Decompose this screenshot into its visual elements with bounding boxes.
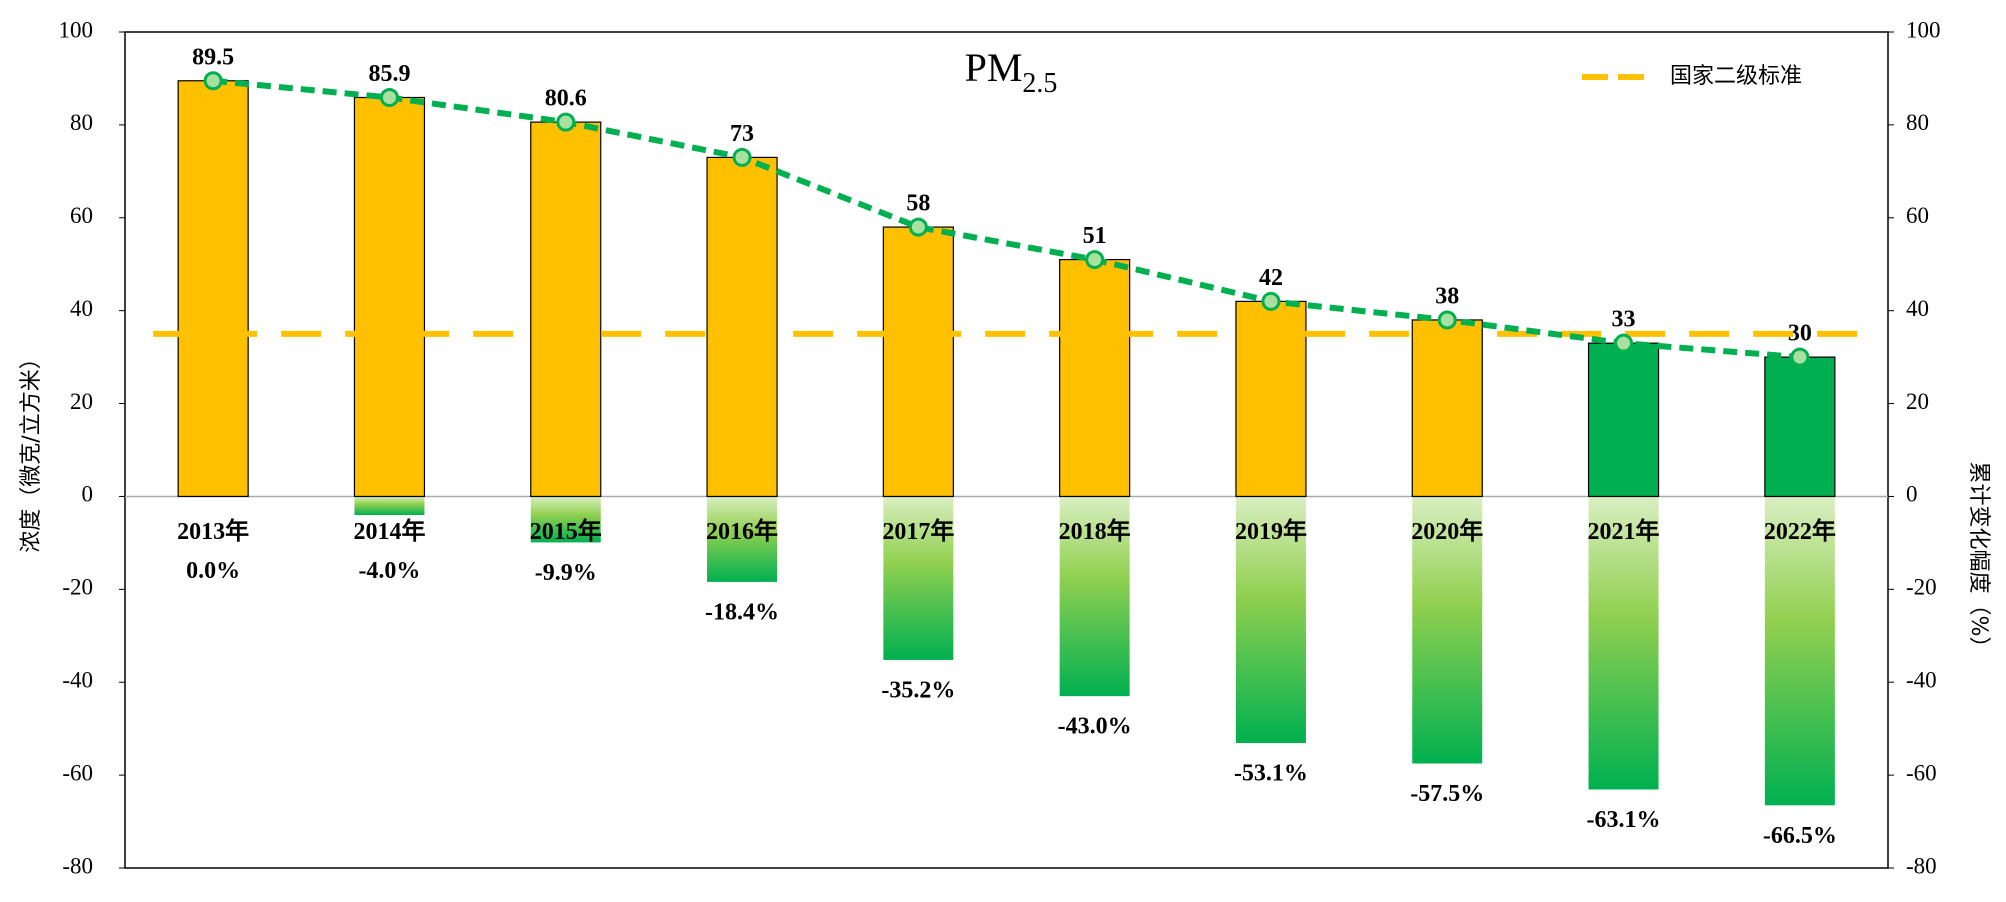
- change-label: -9.9%: [535, 560, 597, 586]
- value-label: 42: [1259, 265, 1283, 291]
- y-tick-label: -20: [62, 575, 93, 600]
- value-label: 38: [1435, 283, 1459, 309]
- bar: [882, 226, 954, 498]
- x-tick-label: 2015年: [530, 517, 602, 545]
- change-label: -57.5%: [1410, 781, 1484, 807]
- trend-point: [1614, 333, 1634, 353]
- bar: [1059, 258, 1131, 498]
- y2-tick-label: -20: [1906, 575, 1937, 600]
- x-tick-label: 2016年: [706, 517, 778, 545]
- trend-point: [732, 147, 752, 167]
- y-tick-label: 0: [82, 482, 94, 507]
- change-label: -4.0%: [358, 558, 420, 584]
- bar: [1411, 319, 1483, 498]
- value-label: 89.5: [192, 44, 234, 70]
- change-bar: [530, 496, 601, 543]
- bar: [706, 156, 778, 498]
- change-bar: [1059, 496, 1130, 697]
- y2-tick-label: 80: [1906, 110, 1929, 135]
- change-label: 0.0%: [186, 558, 240, 584]
- x-tick-label: 2020年: [1411, 517, 1483, 545]
- x-tick-label: 2021年: [1588, 517, 1660, 545]
- y-tick-label: 80: [70, 110, 93, 135]
- bar: [1235, 300, 1307, 498]
- bar: [1587, 342, 1660, 498]
- y-axis-label: 浓度（微克/立方米）: [19, 347, 44, 552]
- trend-point: [556, 112, 576, 132]
- x-tick-label: 2013年: [177, 517, 249, 545]
- title-subscript: 2.5: [1022, 68, 1057, 99]
- x-tick-label: 2014年: [353, 517, 425, 545]
- y-tick-label: 20: [70, 389, 93, 414]
- y-tick-label: 100: [59, 17, 94, 42]
- value-label: 80.6: [545, 86, 587, 112]
- y-tick-label: 60: [70, 203, 93, 228]
- change-bar: [1588, 496, 1659, 790]
- trend-point: [379, 87, 399, 107]
- y2-tick-label: 100: [1906, 17, 1941, 42]
- change-bar: [1412, 496, 1483, 764]
- x-tick-label: 2017年: [882, 517, 954, 545]
- value-label: 73: [730, 121, 754, 147]
- y2-tick-label: 0: [1906, 482, 1918, 507]
- change-label: -43.0%: [1058, 714, 1132, 740]
- y2-tick-label: 40: [1906, 296, 1929, 321]
- value-label: 51: [1083, 223, 1107, 249]
- legend-label: 国家二级标准: [1670, 64, 1802, 89]
- value-label: 33: [1612, 307, 1636, 333]
- bar: [353, 96, 426, 498]
- trend-point: [203, 71, 223, 91]
- y2-tick-label: 20: [1906, 389, 1929, 414]
- y-tick-label: 40: [70, 296, 93, 321]
- trend-point: [1085, 250, 1105, 270]
- y-tick-label: -80: [62, 853, 93, 878]
- change-label: -66.5%: [1763, 823, 1837, 849]
- x-tick-label: 2022年: [1764, 517, 1836, 545]
- trend-point: [1261, 291, 1281, 311]
- trend-point: [1437, 310, 1457, 330]
- y2-tick-label: 60: [1906, 203, 1929, 228]
- change-bar: [354, 496, 425, 516]
- change-bar: [883, 496, 954, 660]
- bar: [530, 121, 602, 498]
- change-bar: [1764, 496, 1835, 806]
- trend-line: [212, 77, 1801, 361]
- title-main: PM: [965, 45, 1023, 90]
- change-bar: [707, 496, 778, 582]
- y2-axis-label: 累计变化幅度（%）: [1966, 462, 1991, 659]
- y2-tick-label: -60: [1906, 760, 1937, 785]
- value-label: 58: [906, 191, 930, 217]
- change-label: -18.4%: [705, 599, 779, 625]
- y-tick-label: -60: [62, 760, 93, 785]
- value-label: 85.9: [368, 61, 410, 87]
- change-label: -53.1%: [1234, 761, 1308, 787]
- y-tick-label: -40: [62, 668, 93, 693]
- change-label: -35.2%: [881, 677, 955, 703]
- bar: [1764, 356, 1836, 498]
- chart-title: PM2.5: [965, 45, 1058, 99]
- trend-point: [1790, 347, 1810, 367]
- x-tick-label: 2018年: [1059, 517, 1131, 545]
- change-label: -63.1%: [1587, 807, 1661, 833]
- y2-tick-label: -40: [1906, 668, 1937, 693]
- x-tick-label: 2019年: [1235, 517, 1307, 545]
- change-bar: [1235, 496, 1306, 744]
- trend-point: [908, 217, 928, 237]
- y2-tick-label: -80: [1906, 853, 1937, 878]
- plot-frame: [124, 31, 1889, 869]
- bar: [177, 80, 249, 498]
